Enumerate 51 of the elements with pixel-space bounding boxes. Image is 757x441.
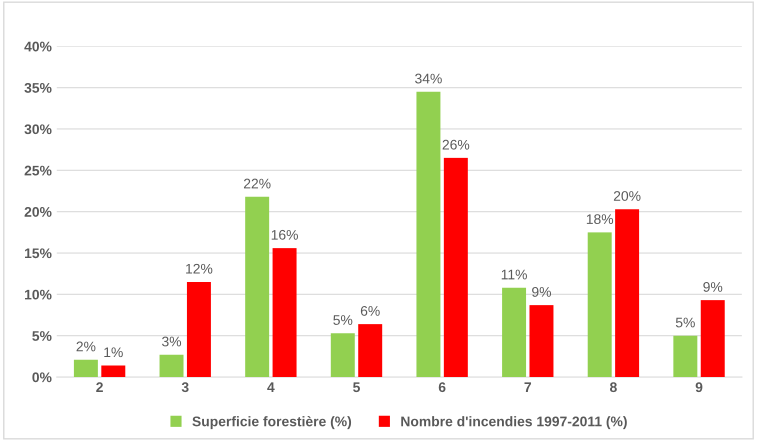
bar xyxy=(673,336,698,378)
bar xyxy=(330,333,355,378)
data-label: 22% xyxy=(244,178,271,188)
y-tick-label: 0% xyxy=(32,372,52,382)
y-tick-label: 10% xyxy=(24,290,52,300)
x-tick-label: 2 xyxy=(96,382,103,392)
bar xyxy=(186,282,211,378)
y-tick-label: 5% xyxy=(32,331,52,341)
x-tick-label: 8 xyxy=(610,382,617,392)
x-tick-label: 9 xyxy=(696,382,702,392)
legend-label: Nombre d'incendies 1997-2011 (%) xyxy=(401,416,627,430)
y-tick-label: 15% xyxy=(24,248,52,258)
y-tick-label: 40% xyxy=(24,42,52,52)
data-label: 12% xyxy=(186,264,212,274)
x-tick-label: 5 xyxy=(353,382,360,392)
x-tick-label: 3 xyxy=(182,382,189,392)
x-tick-label: 6 xyxy=(438,382,446,392)
data-label: 20% xyxy=(614,191,641,201)
bar xyxy=(529,305,554,378)
data-label: 5% xyxy=(676,318,695,328)
y-tick-label: 25% xyxy=(24,166,52,176)
bar xyxy=(588,232,612,378)
bar xyxy=(358,324,382,378)
bar xyxy=(160,354,184,378)
data-label: 34% xyxy=(415,74,442,84)
y-tick-label: 35% xyxy=(24,82,52,93)
x-tick-label: 7 xyxy=(524,382,532,392)
data-label: 1% xyxy=(104,347,123,358)
bar xyxy=(245,196,270,378)
data-label: 9% xyxy=(703,282,722,292)
bar xyxy=(416,92,440,378)
bar xyxy=(74,360,98,378)
data-label: 6% xyxy=(360,306,380,316)
data-label: 3% xyxy=(162,336,182,346)
bar xyxy=(502,288,526,378)
data-label: 5% xyxy=(333,315,352,325)
bar xyxy=(444,158,468,378)
data-label: 2% xyxy=(76,342,96,352)
data-label: 26% xyxy=(442,140,470,150)
data-label: 9% xyxy=(532,286,552,297)
legend-label: Superficie forestière (%) xyxy=(192,416,352,430)
bar xyxy=(272,248,297,378)
bar xyxy=(700,300,725,378)
data-label: 16% xyxy=(272,230,298,240)
data-label: 11% xyxy=(502,270,527,280)
bar xyxy=(615,209,640,378)
y-tick-label: 30% xyxy=(24,124,52,134)
bar xyxy=(101,365,126,378)
y-tick-label: 20% xyxy=(24,207,52,217)
x-tick-label: 4 xyxy=(267,382,275,392)
data-label: 18% xyxy=(586,214,614,224)
